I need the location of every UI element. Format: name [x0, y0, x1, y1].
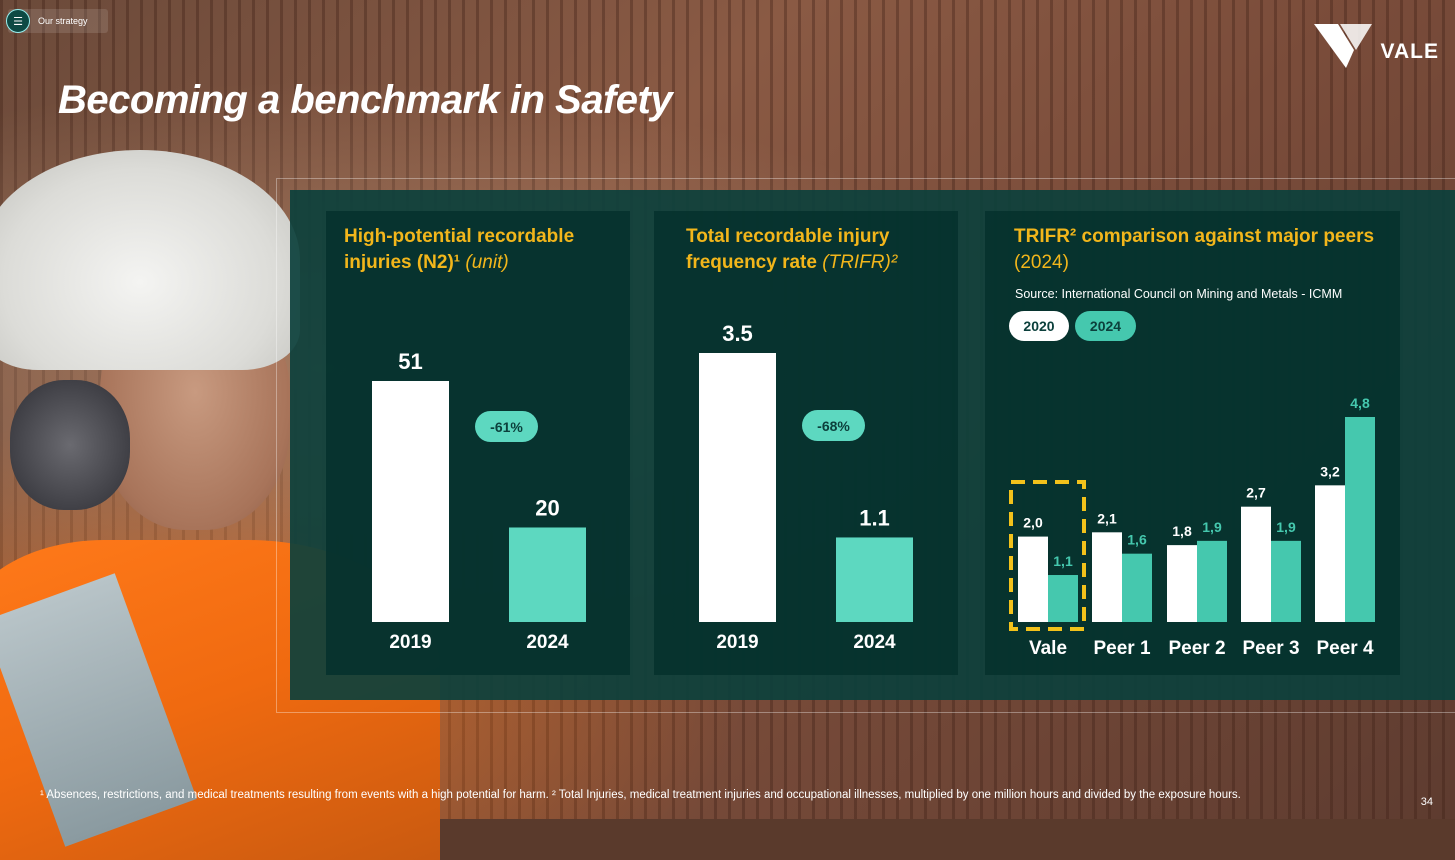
peer-bar-peer-4-2024: [1345, 417, 1375, 622]
chart2-value-label-2019: 3.5: [722, 321, 753, 346]
peer-value-label-peer-2-2020: 1,8: [1172, 523, 1192, 539]
peer-value-label-peer-3-2020: 2,7: [1246, 485, 1266, 501]
peer-bar-peer-3-2020: [1241, 506, 1271, 622]
peer-tick-label-peer-1: Peer 1: [1093, 638, 1150, 659]
peer-tick-label-peer-4: Peer 4: [1316, 638, 1373, 659]
card-trifr-title: Total recordable injury frequency rate (…: [686, 224, 897, 276]
peer-value-label-peer-1-2020: 2,1: [1097, 510, 1117, 526]
chart2-bar-2024: [836, 537, 913, 622]
peer-value-label-peer-1-2024: 1,6: [1127, 532, 1147, 548]
source-note: Source: International Council on Mining …: [1015, 287, 1343, 301]
card-peers-title: TRIFR² comparison against major peers (2…: [1014, 224, 1374, 276]
peer-tick-label-vale: Vale: [1029, 638, 1067, 659]
chart1-bar-2019: [372, 381, 449, 622]
peer-bar-peer-2-2024: [1197, 540, 1227, 622]
helmet-shape: [0, 150, 300, 370]
card-n2-title-line2: injuries (N2)¹: [344, 252, 461, 273]
chart2-tick-label-2024: 2024: [853, 632, 896, 653]
peer-bar-peer-2-2020: [1167, 545, 1197, 622]
frame-outline: [276, 178, 1455, 713]
peer-value-label-peer-4-2024: 4,8: [1350, 395, 1370, 411]
chart1-value-label-2024: 20: [535, 495, 559, 520]
change-pill-trifr: -68%: [802, 410, 865, 441]
card-trifr-title-line2: frequency rate: [686, 252, 817, 273]
vale-logo-icon: [1314, 24, 1372, 68]
peer-bar-peer-1-2020: [1092, 532, 1122, 622]
charts-layer: 51 2019 20 2024 3.5 2019 1.1 2024 2,0 1,1 Vale 2,1 1…: [372, 321, 1375, 659]
card-peers-title-line2: (2024): [1014, 252, 1069, 273]
peer-bar-vale-2020: [1018, 536, 1048, 622]
peer-bar-peer-3-2024: [1271, 540, 1301, 622]
chart2-tick-label-2019: 2019: [716, 632, 758, 653]
card-n2-title-line1: High-potential recordable: [344, 226, 575, 247]
peer-value-label-peer-3-2024: 1,9: [1276, 519, 1296, 535]
page-title: Becoming a benchmark in Safety: [58, 78, 673, 122]
chart2-bar-2019: [699, 353, 776, 622]
vale-logo-text: VALE: [1380, 40, 1439, 63]
peer-value-label-vale-2020: 2,0: [1023, 515, 1043, 531]
peer-bar-vale-2024: [1048, 575, 1078, 622]
clipboard-icon: ☰: [6, 9, 30, 33]
card-n2-title: High-potential recordable injuries (N2)¹…: [344, 224, 574, 276]
legend-2024: 2024: [1075, 311, 1136, 341]
earmuff-shape: [10, 380, 130, 510]
footnote: ¹ Absences, restrictions, and medical tr…: [40, 789, 1241, 801]
page-number: 34: [1420, 796, 1433, 808]
chart1-tick-label-2024: 2024: [526, 632, 569, 653]
card-peers-title-line1: TRIFR² comparison against major peers: [1014, 226, 1375, 247]
peer-bar-peer-4-2020: [1315, 485, 1345, 622]
card-n2-unit: (unit): [465, 252, 509, 273]
chart1-bar-2024: [509, 527, 586, 622]
section-tag[interactable]: ☰ Our strategy: [6, 9, 108, 33]
card-trifr-unit: (TRIFR)²: [822, 252, 898, 273]
peer-tick-label-peer-3: Peer 3: [1242, 638, 1299, 659]
peer-tick-label-peer-2: Peer 2: [1168, 638, 1225, 659]
section-tag-label: Our strategy: [38, 16, 88, 26]
card-trifr-title-line1: Total recordable injury: [686, 226, 890, 247]
peer-value-label-vale-2024: 1,1: [1053, 553, 1073, 569]
peer-bar-peer-1-2024: [1122, 553, 1152, 622]
peer-value-label-peer-2-2024: 1,9: [1202, 519, 1222, 535]
chart2-value-label-2024: 1.1: [859, 505, 890, 530]
change-pill-n2: -61%: [475, 411, 538, 442]
chart1-tick-label-2019: 2019: [389, 632, 431, 653]
legend-2020: 2020: [1009, 311, 1069, 341]
chart1-value-label-2019: 51: [398, 349, 422, 374]
peer-value-label-peer-4-2020: 3,2: [1320, 463, 1340, 479]
